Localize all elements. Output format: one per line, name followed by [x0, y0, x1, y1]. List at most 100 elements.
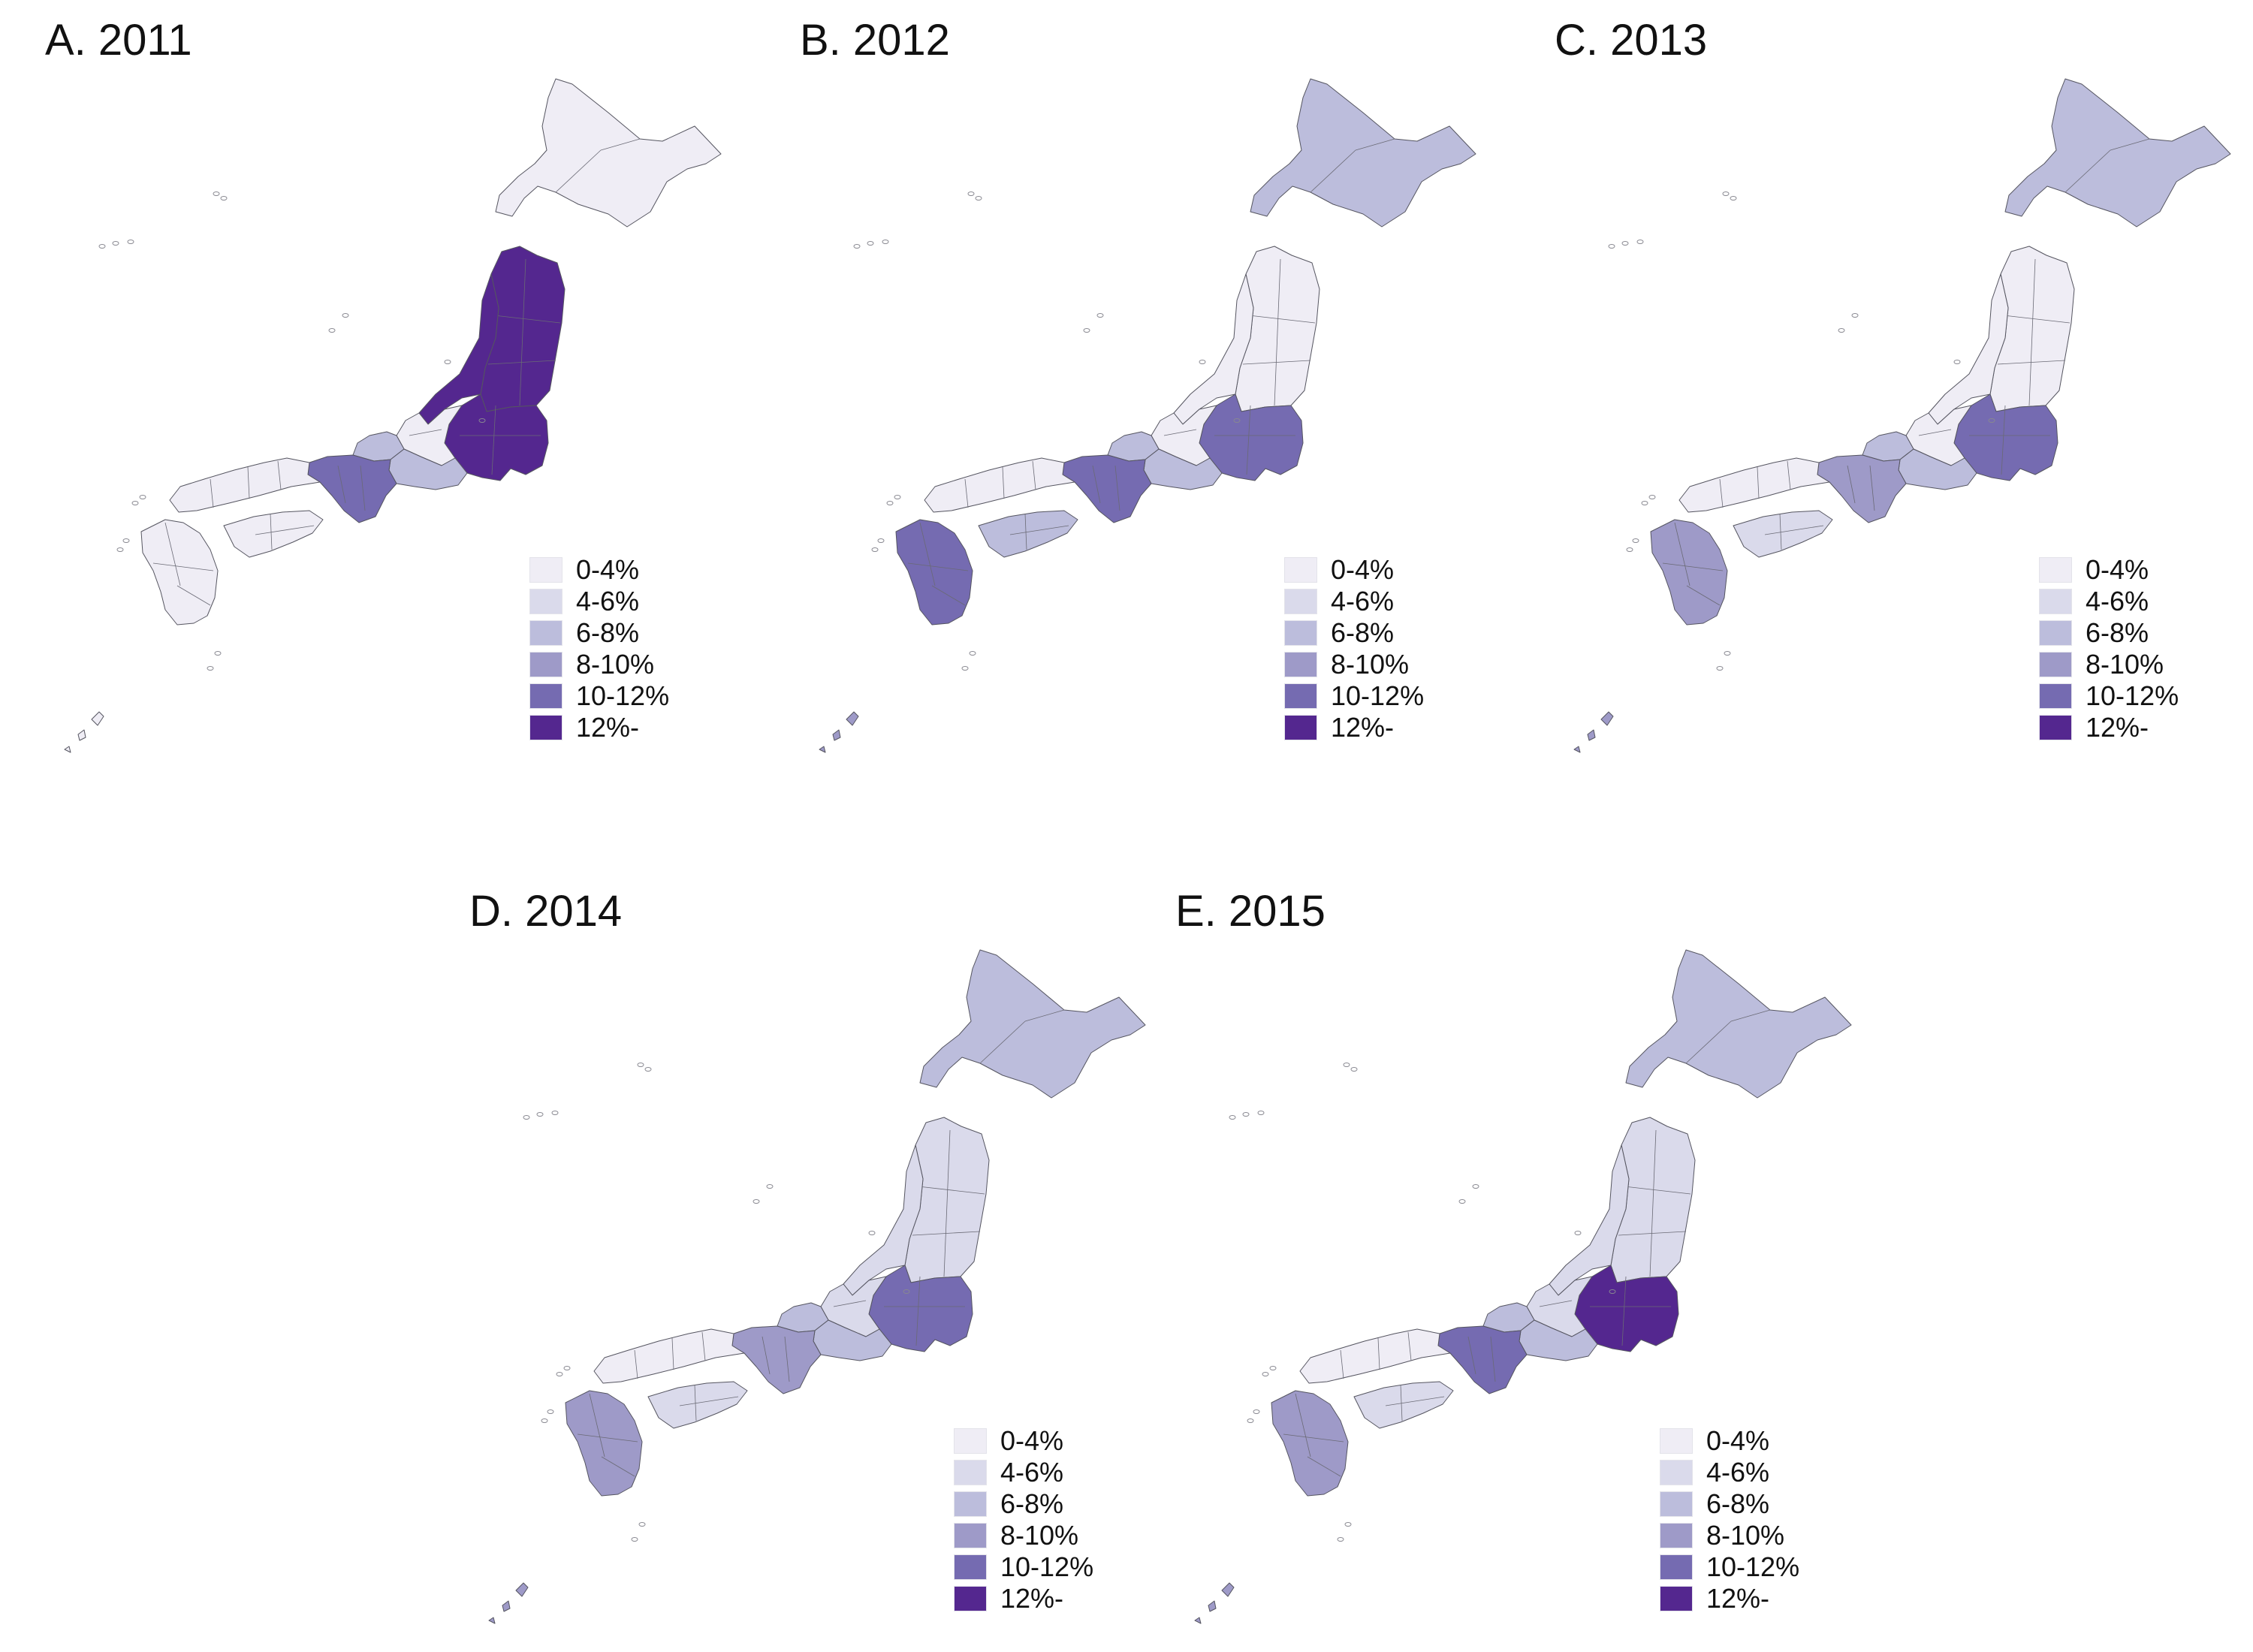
legend-swatch: [2039, 557, 2072, 583]
panel-title: C. 2013: [1555, 16, 1708, 65]
region-chugoku: [593, 1328, 745, 1384]
legend-item: 12%-: [954, 1583, 1093, 1614]
prefecture-border: [164, 522, 181, 586]
island-outline: [131, 501, 139, 505]
region-hokkaido: [1250, 78, 1476, 228]
prefecture-border: [270, 513, 273, 550]
legend-swatch: [1660, 1428, 1693, 1454]
prefecture-border: [409, 429, 442, 436]
legend-swatch: [954, 1523, 987, 1548]
island-outline: [1722, 191, 1730, 196]
island-outline: [969, 651, 976, 656]
panel-title: B. 2012: [800, 16, 950, 65]
legend-item: 6-8%: [529, 617, 669, 649]
island-outline: [1626, 547, 1633, 552]
island-outline: [213, 191, 220, 196]
legend-label: 8-10%: [1706, 1520, 1785, 1551]
island-outline: [886, 501, 894, 505]
island-outline: [1242, 1112, 1250, 1117]
legend-swatch: [1660, 1491, 1693, 1517]
prefecture-border: [1283, 1433, 1344, 1442]
legend-swatch: [2039, 620, 2072, 646]
island-outline: [1636, 240, 1644, 244]
island-outline: [444, 360, 451, 364]
prefecture-border: [1009, 525, 1069, 535]
island-outline: [1648, 495, 1656, 499]
region-chugoku: [1299, 1328, 1451, 1384]
island-outline: [523, 1115, 530, 1120]
prefecture-border: [247, 466, 250, 499]
island-outline: [1083, 328, 1090, 333]
prefecture-border: [1869, 465, 1875, 511]
prefecture-border: [337, 465, 346, 504]
legend-item: 10-12%: [2039, 680, 2179, 712]
legend-swatch: [529, 557, 562, 583]
island-outline: [551, 1111, 559, 1115]
legend-label: 0-4%: [1706, 1425, 1770, 1456]
island-outline: [1953, 360, 1961, 364]
legend-label: 12%-: [2086, 712, 2149, 743]
island-outline: [220, 196, 228, 200]
island-outline: [556, 1372, 563, 1376]
japan-map: [1573, 78, 2231, 753]
island-outline: [644, 1067, 652, 1072]
prefecture-border: [694, 1384, 697, 1421]
legend: 0-4% 4-6% 6-8% 8-10% 10-12% 12%-: [529, 554, 669, 743]
island-outline: [328, 328, 336, 333]
legend-item: 12%-: [1284, 712, 1424, 743]
prefecture-border: [634, 1349, 638, 1379]
legend-swatch: [954, 1428, 987, 1454]
island-outline: [214, 651, 222, 656]
legend-swatch: [1284, 557, 1317, 583]
island-outline: [1257, 1111, 1265, 1115]
prefecture-border: [1685, 1020, 1732, 1064]
prefecture-border: [1764, 525, 1824, 535]
region-shikoku: [223, 510, 324, 558]
legend-label: 4-6%: [576, 586, 640, 616]
prefecture-border: [2028, 258, 2036, 406]
legend: 0-4% 4-6% 6-8% 8-10% 10-12% 12%-: [1284, 554, 1424, 743]
prefecture-border: [491, 405, 496, 475]
legend-label: 12%-: [1706, 1583, 1770, 1614]
legend-swatch: [529, 620, 562, 646]
island-outline: [766, 1184, 774, 1189]
prefecture-border: [2064, 149, 2111, 193]
legend-item: 4-6%: [2039, 586, 2179, 617]
legend-swatch: [1284, 652, 1317, 677]
region-kyushu: [1650, 519, 1728, 626]
region-okinawa: [488, 1582, 529, 1624]
prefecture-border: [1918, 429, 1952, 436]
region-shikoku: [1353, 1381, 1454, 1429]
legend-swatch: [954, 1554, 987, 1580]
island-outline: [961, 666, 969, 671]
legend-item: 4-6%: [1284, 586, 1424, 617]
panel-title: E. 2015: [1175, 887, 1326, 936]
legend-label: 10-12%: [1000, 1551, 1094, 1582]
island-outline: [894, 495, 901, 499]
map-panel-2014: D. 2014 0-4% 4-6% 6-8% 8-10% 10-12% 12%-: [454, 886, 1175, 1637]
legend-label: 6-8%: [2086, 617, 2149, 648]
island-outline: [1838, 328, 1845, 333]
island-outline: [127, 240, 134, 244]
island-outline: [1730, 196, 1737, 200]
prefecture-border: [915, 1276, 921, 1346]
region-hokkaido: [1625, 949, 1852, 1099]
legend-swatch: [529, 589, 562, 614]
legend-item: 6-8%: [954, 1488, 1093, 1520]
japan-map: [488, 949, 1146, 1624]
prefecture-border: [1024, 1009, 1065, 1022]
island-outline: [1247, 1418, 1254, 1423]
legend-label: 0-4%: [2086, 554, 2149, 585]
legend: 0-4% 4-6% 6-8% 8-10% 10-12% 12%-: [1660, 1425, 1799, 1614]
region-hokkaido: [495, 78, 722, 228]
legend-label: 10-12%: [1706, 1551, 1800, 1582]
prefecture-border: [360, 465, 366, 511]
prefecture-border: [2003, 315, 2071, 324]
prefecture-border: [907, 562, 969, 571]
prefecture-border: [1310, 149, 1356, 193]
prefecture-border: [601, 1456, 635, 1477]
prefecture-border: [919, 522, 936, 586]
legend-item: 10-12%: [954, 1551, 1093, 1583]
island-outline: [1574, 1231, 1582, 1235]
